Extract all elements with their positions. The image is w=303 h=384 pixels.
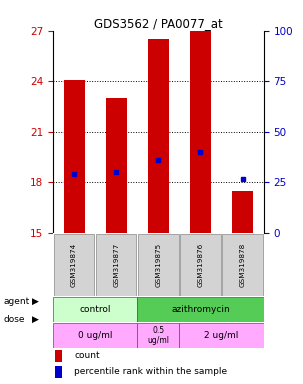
FancyBboxPatch shape <box>53 323 137 348</box>
FancyBboxPatch shape <box>180 233 221 296</box>
Bar <box>190 29 211 233</box>
Bar <box>64 79 85 233</box>
FancyBboxPatch shape <box>96 233 136 296</box>
Bar <box>55 366 62 377</box>
Text: agent: agent <box>3 297 29 306</box>
Text: count: count <box>74 351 100 360</box>
FancyBboxPatch shape <box>138 233 178 296</box>
Text: ▶: ▶ <box>32 297 39 306</box>
Bar <box>148 39 169 233</box>
Text: 0.5
ug/ml: 0.5 ug/ml <box>147 326 169 345</box>
Text: 0 ug/ml: 0 ug/ml <box>78 331 112 340</box>
Text: GSM319875: GSM319875 <box>155 243 161 287</box>
FancyBboxPatch shape <box>137 323 179 348</box>
FancyBboxPatch shape <box>179 323 264 348</box>
Text: GSM319876: GSM319876 <box>198 243 203 287</box>
Text: GSM319877: GSM319877 <box>113 243 119 287</box>
FancyBboxPatch shape <box>222 233 263 296</box>
FancyBboxPatch shape <box>54 233 94 296</box>
Bar <box>106 98 127 233</box>
Text: ▶: ▶ <box>32 315 39 324</box>
Text: dose: dose <box>3 315 25 324</box>
FancyBboxPatch shape <box>53 297 137 322</box>
Text: GSM319878: GSM319878 <box>240 243 245 287</box>
Bar <box>232 191 253 233</box>
Bar <box>55 350 62 362</box>
Text: GSM319874: GSM319874 <box>71 243 77 287</box>
Text: percentile rank within the sample: percentile rank within the sample <box>74 367 227 376</box>
Text: 2 ug/ml: 2 ug/ml <box>204 331 239 340</box>
Title: GDS3562 / PA0077_at: GDS3562 / PA0077_at <box>94 17 223 30</box>
Text: azithromycin: azithromycin <box>171 305 230 314</box>
FancyBboxPatch shape <box>137 297 264 322</box>
Text: control: control <box>79 305 111 314</box>
